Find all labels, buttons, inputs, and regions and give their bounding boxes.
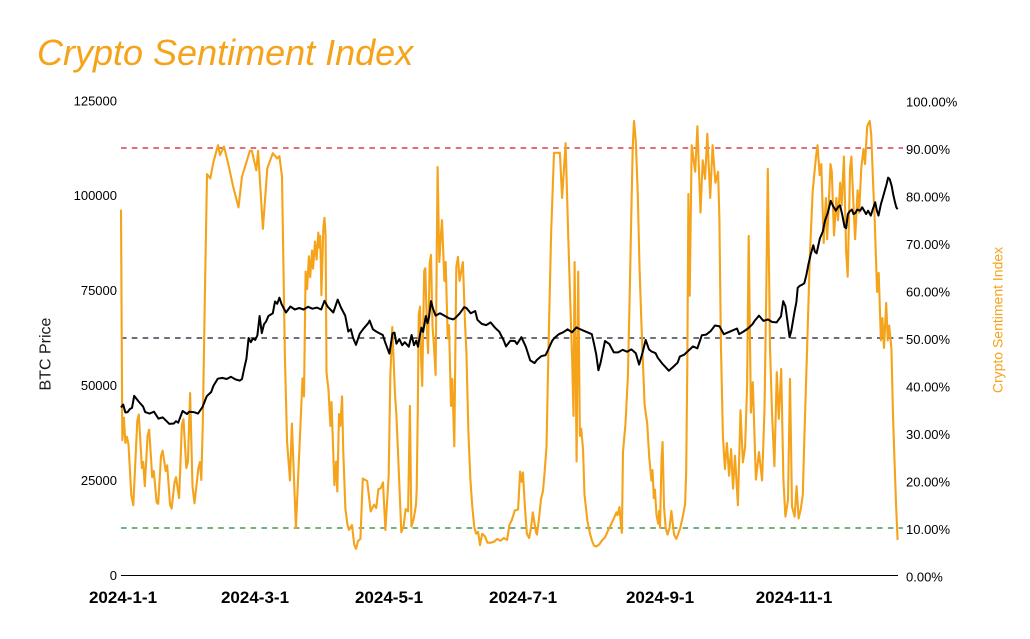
svg-text:Crypto Sentiment Index: Crypto Sentiment Index — [990, 247, 1006, 393]
svg-text:2024-11-1: 2024-11-1 — [756, 588, 833, 607]
svg-text:2024-9-1: 2024-9-1 — [626, 588, 694, 607]
svg-text:30.00%: 30.00% — [906, 427, 951, 442]
svg-text:50000: 50000 — [81, 378, 117, 393]
svg-text:BTC Price: BTC Price — [38, 317, 55, 390]
svg-text:90.00%: 90.00% — [906, 142, 951, 157]
svg-text:100.00%: 100.00% — [906, 95, 958, 110]
svg-text:10.00%: 10.00% — [906, 522, 951, 537]
svg-text:40.00%: 40.00% — [906, 380, 951, 395]
svg-text:0: 0 — [110, 568, 117, 583]
svg-text:100000: 100000 — [74, 188, 117, 203]
svg-text:2024-7-1: 2024-7-1 — [489, 588, 557, 607]
svg-text:70.00%: 70.00% — [906, 237, 951, 252]
svg-text:125000: 125000 — [74, 94, 117, 109]
svg-text:75000: 75000 — [81, 283, 117, 298]
svg-text:2024-1-1: 2024-1-1 — [89, 588, 157, 607]
svg-text:25000: 25000 — [81, 473, 117, 488]
svg-text:2024-3-1: 2024-3-1 — [221, 588, 289, 607]
svg-text:50.00%: 50.00% — [906, 332, 951, 347]
svg-text:20.00%: 20.00% — [906, 475, 951, 490]
svg-text:Crypto Sentiment Index: Crypto Sentiment Index — [37, 32, 415, 73]
svg-text:2024-5-1: 2024-5-1 — [355, 588, 423, 607]
svg-text:80.00%: 80.00% — [906, 190, 951, 205]
svg-text:0.00%: 0.00% — [906, 570, 943, 585]
svg-text:60.00%: 60.00% — [906, 285, 951, 300]
